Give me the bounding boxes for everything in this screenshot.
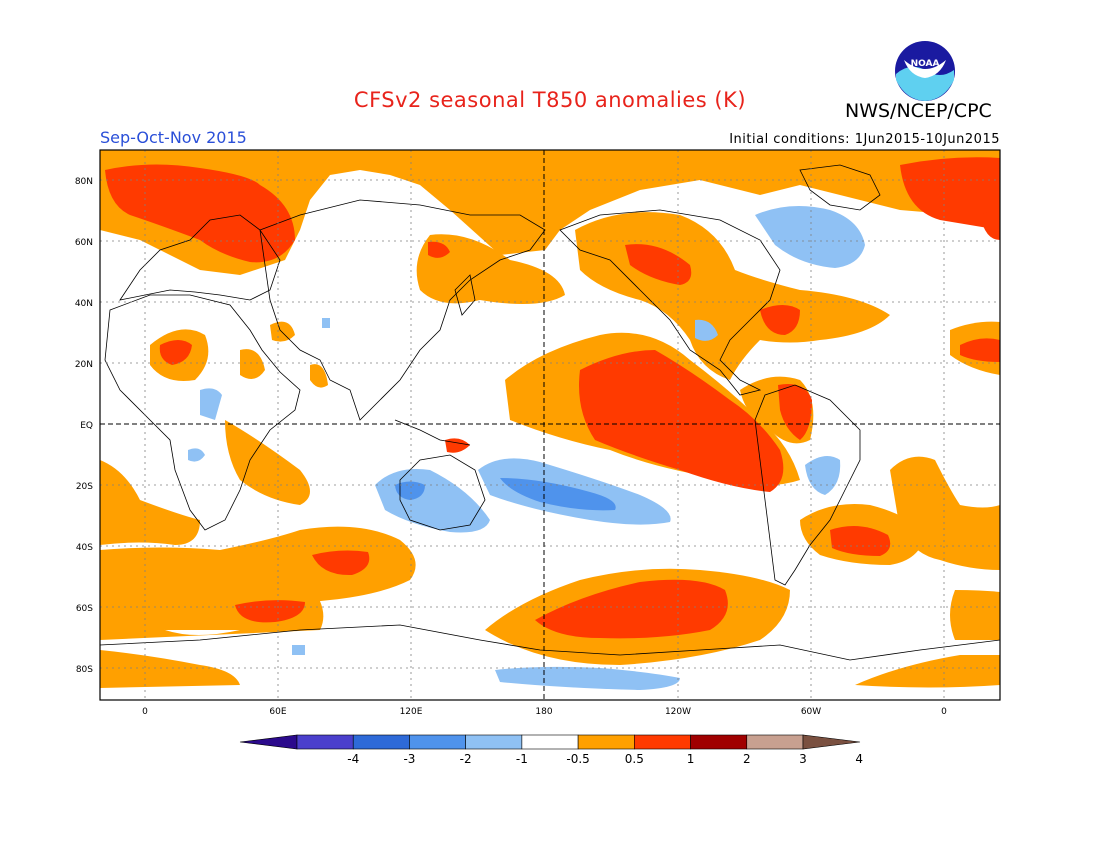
lon-label: 60W [801, 707, 821, 717]
map-frame [99, 149, 1001, 701]
colorbar-tick-label: -2 [460, 752, 472, 766]
lat-label: 20N [75, 360, 93, 370]
colorbar-tick-label: -1 [516, 752, 528, 766]
colorbar-min-arrow [239, 734, 298, 750]
colorbar-swatch [465, 734, 523, 750]
colorbar-swatch [352, 734, 410, 750]
season-label: Sep-Oct-Nov 2015 [100, 128, 247, 147]
lat-label: 60S [76, 604, 93, 614]
colorbar-tick-label: 1 [687, 752, 695, 766]
noaa-logo-icon: NOAA [895, 41, 955, 101]
lon-label: 0 [941, 707, 947, 717]
colorbar-swatch [296, 734, 354, 750]
colorbar-tick-label: -0.5 [566, 752, 589, 766]
graticule [100, 150, 1000, 700]
lon-label: 180 [535, 707, 552, 717]
warm-anomaly-level2 [105, 157, 1000, 639]
lat-label: 80N [75, 177, 93, 187]
lat-label: 60N [75, 238, 93, 248]
lat-label: EQ [80, 421, 93, 431]
lon-label: 0 [142, 707, 148, 717]
colorbar-swatch [746, 734, 804, 750]
longitude-labels: 0 60E 120E 180 120W 60W 0 [142, 707, 947, 717]
colorbar-tick-label: 0.5 [625, 752, 644, 766]
colorbar-swatch [690, 734, 748, 750]
colorbar-swatch [634, 734, 691, 750]
colorbar-swatch [409, 734, 466, 750]
lat-label: 40S [76, 543, 93, 553]
lat-label: 40N [75, 299, 93, 309]
colorbar-tick-label: 4 [855, 752, 863, 766]
lat-label: 20S [76, 482, 93, 492]
anomaly-fields [100, 150, 1000, 700]
lon-label: 120W [665, 707, 691, 717]
lat-label: 80S [76, 665, 93, 675]
map-title: CFSv2 seasonal T850 anomalies (K) [353, 88, 747, 112]
coastlines [100, 164, 1000, 661]
colorbar-max-arrow [802, 734, 861, 750]
agency-label: NWS/NCEP/CPC [845, 100, 992, 122]
equator-dateline [100, 150, 1000, 700]
initial-conditions-label: Initial conditions: 1Jun2015-10Jun2015 [729, 132, 1000, 147]
colorbar: -4 -3 -2 -1 -0.5 0.5 1 2 3 4 [239, 734, 863, 766]
colorbar-tick-label: 3 [799, 752, 807, 766]
colorbar-swatch [521, 734, 579, 750]
colorbar-tick-label: -4 [347, 752, 359, 766]
colorbar-swatch [577, 734, 635, 750]
logo-text: NOAA [911, 59, 940, 69]
latitude-labels: 80N 60N 40N 20N EQ 20S 40S 60S 80S [75, 177, 93, 675]
cool-anomaly-level2 [395, 478, 616, 511]
colorbar-tick-label: -3 [403, 752, 415, 766]
warm-anomaly-level1 [100, 150, 1000, 688]
lon-label: 120E [400, 707, 423, 717]
lon-label: 60E [269, 707, 286, 717]
colorbar-tick-label: 2 [743, 752, 751, 766]
